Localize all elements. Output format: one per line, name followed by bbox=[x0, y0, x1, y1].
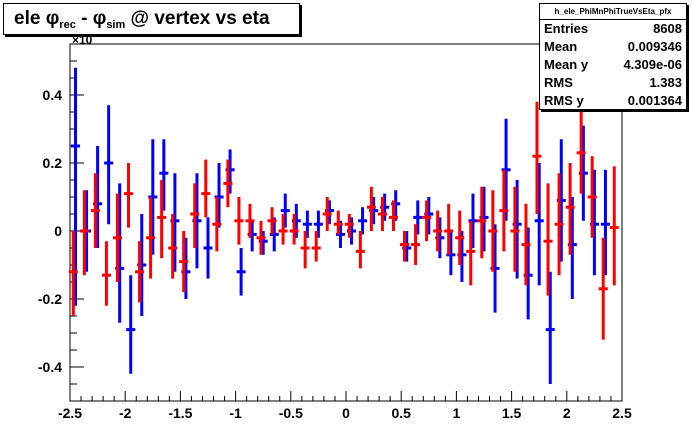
y-tick-label: 0.2 bbox=[43, 155, 63, 171]
y-tick-label: 0.4 bbox=[43, 87, 63, 103]
x-tick-label: -0.5 bbox=[279, 405, 303, 421]
x-tick-label: 2.5 bbox=[612, 405, 632, 421]
stats-value: 1.383 bbox=[649, 75, 682, 90]
stats-value: 0.009346 bbox=[627, 39, 682, 54]
x-tick-label: 2 bbox=[563, 405, 571, 421]
x-tick-label: 0 bbox=[342, 405, 350, 421]
x-tick-label: -2 bbox=[119, 405, 132, 421]
stats-key: Entries bbox=[544, 21, 589, 36]
title-sub-rec: rec bbox=[59, 19, 76, 31]
stats-row-rms-y: RMS y 0.001364 bbox=[540, 92, 686, 110]
stats-row-entries: Entries 8608 bbox=[540, 20, 686, 38]
y-tick-label: 0 bbox=[54, 223, 62, 239]
stats-box: h_ele_PhiMnPhiTrueVsEta_pfx Entries 8608 … bbox=[539, 3, 687, 110]
x-tick-label: -1.5 bbox=[168, 405, 192, 421]
error-bars bbox=[68, 67, 619, 384]
x-tick-label: -1 bbox=[229, 405, 242, 421]
stats-row-mean-y: Mean y 4.309e-06 bbox=[540, 56, 686, 74]
x-tick-label: 1.5 bbox=[502, 405, 522, 421]
title-part-3: @ vertex vs eta bbox=[125, 8, 270, 29]
stats-value: 4.309e-06 bbox=[623, 57, 682, 72]
title-part-2: - φ bbox=[75, 8, 107, 29]
stats-key: RMS bbox=[544, 75, 573, 90]
y-tick-label: -0.4 bbox=[38, 359, 62, 375]
x-tick-label: 1 bbox=[453, 405, 461, 421]
axes: -2.5 -2 -1.5 -1 -0.5 0 0.5 1 1.5 2 2.5 -0.4 -0.2 0 0.2… bbox=[38, 43, 632, 421]
x-tick-label: -2.5 bbox=[58, 405, 82, 421]
title-part-1: ele φ bbox=[14, 8, 60, 29]
stats-key: Mean y bbox=[544, 57, 589, 72]
stats-value: 8608 bbox=[653, 21, 682, 36]
stats-key: Mean bbox=[544, 39, 578, 54]
stats-row-rms: RMS 1.383 bbox=[540, 74, 686, 92]
stats-value: 0.001364 bbox=[627, 93, 682, 108]
stats-histogram-name: h_ele_PhiMnPhiTrueVsEta_pfx bbox=[540, 4, 686, 20]
title-sub-sim: sim bbox=[106, 19, 126, 31]
chart-title: ele φrec - φsim @ vertex vs eta bbox=[3, 3, 300, 35]
stats-row-mean: Mean 0.009346 bbox=[540, 38, 686, 56]
x-tick-label: 0.5 bbox=[391, 405, 411, 421]
axis-multiplier: ×10 bbox=[72, 33, 93, 47]
stats-key: RMS y bbox=[544, 93, 584, 108]
y-tick-label: -0.2 bbox=[38, 291, 62, 307]
